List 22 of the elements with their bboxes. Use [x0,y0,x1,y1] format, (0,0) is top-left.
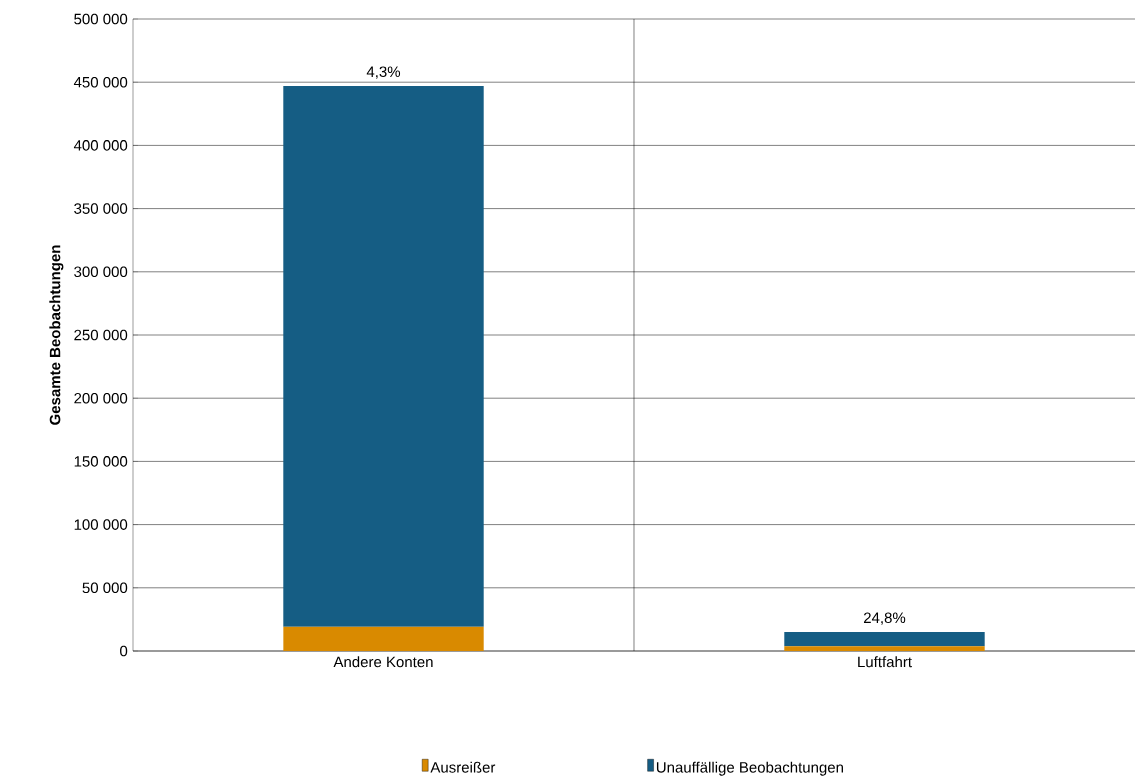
y-axis-title: Gesamte Beobachtungen [49,245,64,425]
x-tick-label: Luftfahrt [858,656,912,668]
bar [283,85,484,627]
annotation: 4,3% [366,66,401,79]
annotation: 24,8% [863,612,906,625]
legend-label: Ausreißer [430,761,496,773]
y-tick-label: 400 000 [73,140,128,151]
bar [784,632,985,647]
y-tick-label: 50 000 [82,582,128,594]
y-tick-label: 500 000 [74,13,128,25]
y-tick-label: 150 000 [74,456,128,467]
y-tick-label: 0 [120,645,128,657]
y-tick-label: 450 000 [73,76,128,88]
y-tick-label: 100 000 [74,519,128,530]
y-tick-label: 350 000 [74,203,128,214]
legend-label: Unauffällige Beobachtungen [656,761,843,776]
y-tick-label: 300 000 [74,266,128,278]
y-tick-label: 200 000 [74,392,128,404]
bar [784,646,985,651]
y-tick-label: 250 000 [74,329,128,341]
bar [283,626,484,651]
x-tick-label: Andere Konten [333,656,433,668]
